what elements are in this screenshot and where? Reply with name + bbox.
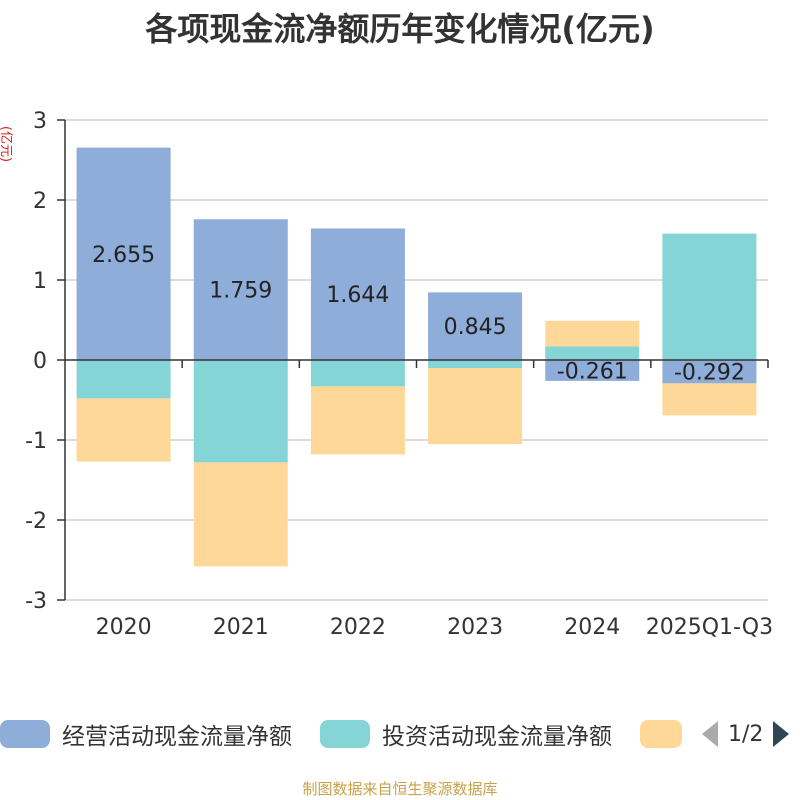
bar-s2-2021 [193,462,288,567]
x-tick-label-2024: 2024 [564,615,620,640]
bar-s0-2021 [193,219,288,360]
y-tick-label-4: -1 [25,429,47,454]
bar-s1-2021 [193,360,288,463]
data-label-2020: 2.655 [92,243,155,268]
bar-s2-2023 [428,368,523,444]
bar-s2-2020 [76,398,171,462]
bar-s0-2023 [428,292,523,360]
bar-s0-2022 [310,228,405,360]
bar-layer [76,147,757,567]
y-tick-label-5: -2 [25,509,47,534]
legend: 经营活动现金流量净额 投资活动现金流量净额 1/2 [0,716,800,756]
x-tick-label-2022: 2022 [330,615,386,640]
data-label-2021: 1.759 [209,279,272,304]
y-tick-label-1: 2 [33,189,47,214]
legend-item-operating[interactable]: 经营活动现金流量净额 [0,716,292,752]
pager-next-icon[interactable] [771,719,791,749]
x-tick-label-2020: 2020 [96,615,152,640]
bar-s0-2020 [76,147,171,360]
y-tick-label-6: -3 [25,589,47,614]
y-tick-label-2: 1 [33,269,47,294]
legend-swatch-operating [0,720,50,748]
pager-prev-icon[interactable] [700,719,720,749]
data-label-2022: 1.644 [326,283,389,308]
source-footer: 制图数据来自恒生聚源数据库 [302,780,498,798]
legend-label-operating: 经营活动现金流量净额 [62,724,292,750]
bar-s1-2025Q1-Q3 [662,233,757,360]
x-tick-label-2023: 2023 [447,615,503,640]
bar-s1-2020 [76,360,171,399]
data-label-2025Q1-Q3: -0.292 [674,361,745,386]
chart-title: 各项现金流净额历年变化情况(亿元) [145,10,655,48]
bar-s1-2023 [428,360,523,368]
bar-s0-2025Q1-Q3 [662,360,757,384]
axis-layer: 3 2 1 0 -1 -2 -3 2020 2021 2022 2023 2024 2025Q1-Q3 [25,109,773,640]
bar-s2-2022 [310,386,405,455]
legend-item-financing[interactable] [640,716,694,752]
data-label-2023: 0.845 [444,315,507,340]
bar-s0-2024 [545,360,640,381]
pager-page-text: 1/2 [728,721,764,747]
legend-item-investing[interactable]: 投资活动现金流量净额 [320,716,612,752]
legend-pager: 1/2 [700,716,791,752]
label-layer: 2.655 1.759 1.644 0.845 -0.261 -0.292 [92,243,745,386]
bar-s1-2022 [310,360,405,387]
bar-s2-2024 [545,320,640,347]
legend-swatch-investing [320,720,370,748]
y-tick-label-0: 3 [33,109,47,134]
grid-layer [65,119,768,601]
legend-swatch-financing [640,720,682,748]
legend-label-investing: 投资活动现金流量净额 [382,724,612,750]
x-tick-label-2025Q1-Q3: 2025Q1-Q3 [646,615,773,640]
y-axis-title: (亿元) [0,126,13,162]
data-label-2024: -0.261 [557,359,628,384]
bar-s1-2024 [545,346,640,360]
y-tick-label-3: 0 [33,349,47,374]
bar-s2-2025Q1-Q3 [662,383,757,416]
x-tick-label-2021: 2021 [213,615,269,640]
